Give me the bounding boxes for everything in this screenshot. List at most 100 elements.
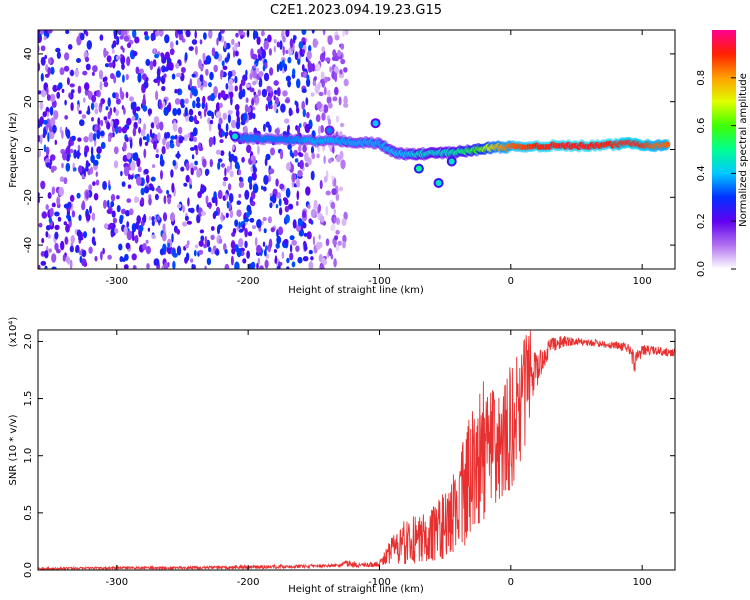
noise-speckle — [85, 160, 89, 166]
noise-speckle — [104, 63, 110, 68]
noise-speckle — [294, 158, 299, 163]
noise-speckle — [269, 202, 273, 209]
noise-speckle — [204, 235, 208, 246]
noise-speckle — [273, 249, 277, 253]
noise-speckle — [325, 205, 329, 216]
noise-speckle — [206, 202, 212, 208]
noise-speckle — [193, 249, 197, 257]
noise-speckle — [175, 40, 179, 46]
noise-speckle — [241, 156, 245, 163]
noise-speckle — [138, 224, 144, 232]
noise-speckle — [256, 244, 262, 254]
noise-speckle — [165, 141, 170, 150]
noise-speckle — [258, 71, 264, 77]
noise-speckle — [225, 83, 229, 90]
noise-speckle — [107, 111, 111, 120]
noise-speckle — [150, 122, 155, 129]
noise-speckle — [246, 144, 252, 154]
noise-speckle — [110, 231, 114, 238]
noise-speckle — [331, 56, 337, 61]
noise-speckle — [200, 235, 205, 242]
noise-speckle — [123, 141, 127, 152]
noise-speckle — [148, 216, 152, 221]
noise-speckle — [303, 232, 308, 237]
noise-speckle — [157, 79, 160, 87]
noise-speckle — [122, 257, 126, 263]
noise-speckle — [184, 98, 189, 104]
noise-speckle — [202, 52, 206, 62]
noise-speckle — [138, 68, 144, 75]
noise-speckle — [102, 180, 107, 190]
noise-speckle — [147, 227, 151, 232]
snr-y-multiplier: (x10⁴) — [8, 317, 19, 348]
noise-speckle — [240, 120, 246, 126]
noise-speckle — [168, 102, 172, 113]
noise-speckle — [315, 114, 321, 123]
noise-speckle — [206, 239, 211, 248]
noise-speckle — [343, 67, 348, 73]
noise-speckle — [182, 205, 185, 213]
noise-speckle — [238, 193, 242, 198]
noise-speckle — [49, 106, 54, 116]
noise-speckle — [255, 58, 259, 63]
signal-blob — [232, 133, 239, 140]
noise-speckle — [143, 186, 150, 194]
noise-speckle — [185, 115, 190, 122]
signal-blob — [448, 158, 455, 165]
noise-speckle — [157, 189, 163, 194]
noise-speckle — [196, 214, 201, 224]
noise-speckle — [210, 93, 215, 102]
noise-speckle — [245, 97, 249, 103]
noise-speckle — [319, 179, 323, 190]
noise-speckle — [269, 195, 275, 202]
noise-speckle — [153, 140, 157, 150]
noise-speckle — [63, 65, 70, 72]
noise-speckle — [89, 166, 94, 175]
noise-speckle — [244, 189, 250, 200]
noise-speckle — [113, 160, 119, 169]
noise-speckle — [246, 250, 251, 259]
noise-speckle — [274, 128, 280, 135]
x-tick-label: -100 — [368, 276, 391, 287]
noise-speckle — [47, 132, 50, 143]
noise-speckle — [39, 134, 43, 145]
noise-speckle — [59, 126, 63, 134]
noise-speckle — [154, 258, 160, 266]
signal-blob — [326, 127, 333, 134]
noise-speckle — [162, 101, 166, 108]
noise-speckle — [256, 36, 261, 45]
noise-speckle — [324, 76, 328, 84]
noise-speckle — [279, 150, 283, 158]
noise-speckle — [102, 247, 105, 255]
noise-speckle — [43, 144, 47, 153]
noise-speckle — [110, 73, 115, 80]
noise-speckle — [210, 226, 215, 231]
noise-speckle — [127, 184, 132, 189]
noise-speckle — [249, 181, 253, 191]
noise-speckle — [149, 60, 154, 71]
noise-speckle — [205, 68, 209, 76]
noise-speckle — [193, 114, 197, 124]
noise-speckle — [164, 34, 170, 44]
noise-speckle — [169, 142, 175, 149]
noise-speckle — [125, 210, 130, 217]
noise-speckle — [121, 64, 125, 70]
noise-speckle — [56, 196, 61, 206]
noise-speckle — [132, 106, 137, 116]
noise-speckle — [60, 240, 65, 251]
noise-speckle — [242, 223, 246, 231]
noise-speckle — [273, 95, 277, 101]
noise-speckle — [163, 73, 167, 78]
noise-speckle — [78, 250, 83, 256]
noise-speckle — [342, 30, 345, 37]
noise-speckle — [265, 103, 268, 112]
noise-speckle — [286, 257, 290, 264]
noise-speckle — [187, 132, 191, 139]
noise-speckle — [268, 238, 273, 249]
noise-speckle — [116, 205, 121, 213]
noise-speckle — [96, 153, 101, 160]
noise-speckle — [280, 57, 286, 62]
noise-speckle — [289, 252, 294, 261]
noise-speckle — [337, 49, 342, 57]
noise-speckle — [306, 111, 310, 119]
